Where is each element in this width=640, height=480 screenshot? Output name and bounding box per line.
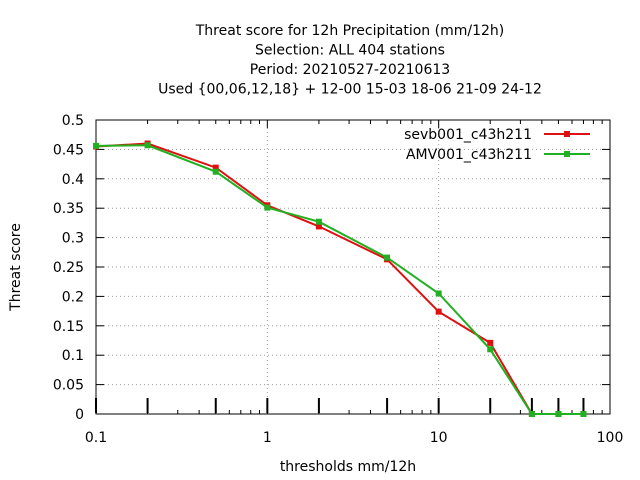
data-point	[315, 223, 322, 230]
data-point	[487, 339, 494, 346]
data-point	[315, 218, 322, 225]
legend: sevb001_c43h211 AMV001_c43h211	[404, 127, 590, 163]
series-line	[95, 142, 584, 415]
title-line: Used {00,06,12,18} + 12-00 15-03 18-06 2…	[158, 82, 542, 98]
y-tick-label: 0.25	[53, 260, 84, 276]
y-tick-label: 0.2	[62, 289, 84, 305]
y-tick-label: 0.15	[53, 319, 84, 335]
data-point	[487, 346, 494, 353]
data-point	[555, 411, 562, 417]
data-point	[144, 142, 151, 149]
data-point	[435, 308, 442, 315]
data-point	[435, 290, 442, 297]
title-line: Selection: ALL 404 stations	[255, 43, 445, 59]
series-line	[95, 144, 584, 415]
grid	[96, 120, 610, 414]
chart-title: Threat score for 12h Precipitation (mm/1…	[158, 23, 542, 98]
y-tick-label: 0.05	[53, 378, 84, 394]
y-tick-label: 0.4	[62, 172, 84, 188]
data-point	[580, 411, 587, 417]
title-line: Threat score for 12h Precipitation (mm/1…	[195, 23, 504, 39]
data-point	[528, 411, 535, 417]
x-tick-label: 1	[263, 430, 272, 446]
axes: 0 0.05 0.1 0.15 0.2 0.25 0.3 0.35 0.4 0.45 0.5 0.1 1…	[53, 113, 624, 446]
legend-label: sevb001_c43h211	[404, 127, 532, 143]
data-point	[212, 168, 219, 175]
title-line: Period: 20210527-20210613	[250, 62, 450, 78]
legend-label: AMV001_c43h211	[406, 147, 532, 163]
x-axis-label: thresholds mm/12h	[280, 459, 416, 475]
y-tick-label: 0.1	[62, 348, 84, 364]
data-point	[212, 164, 219, 171]
x-tick-label: 0.1	[85, 430, 107, 446]
y-tick-label: 0.3	[62, 231, 84, 247]
data-point	[384, 254, 391, 261]
legend-marker	[564, 151, 570, 157]
data-point	[93, 142, 99, 149]
x-tick-label: 10	[430, 430, 448, 446]
legend-marker	[564, 131, 570, 137]
data-point	[264, 204, 271, 211]
y-tick-label: 0	[75, 407, 84, 423]
y-tick-label: 0.45	[53, 142, 84, 158]
x-tick-label: 100	[597, 430, 624, 446]
y-tick-label: 0.35	[53, 201, 84, 217]
y-tick-label: 0.5	[62, 113, 84, 129]
series	[93, 140, 587, 417]
y-axis-label: Threat score	[8, 223, 24, 312]
